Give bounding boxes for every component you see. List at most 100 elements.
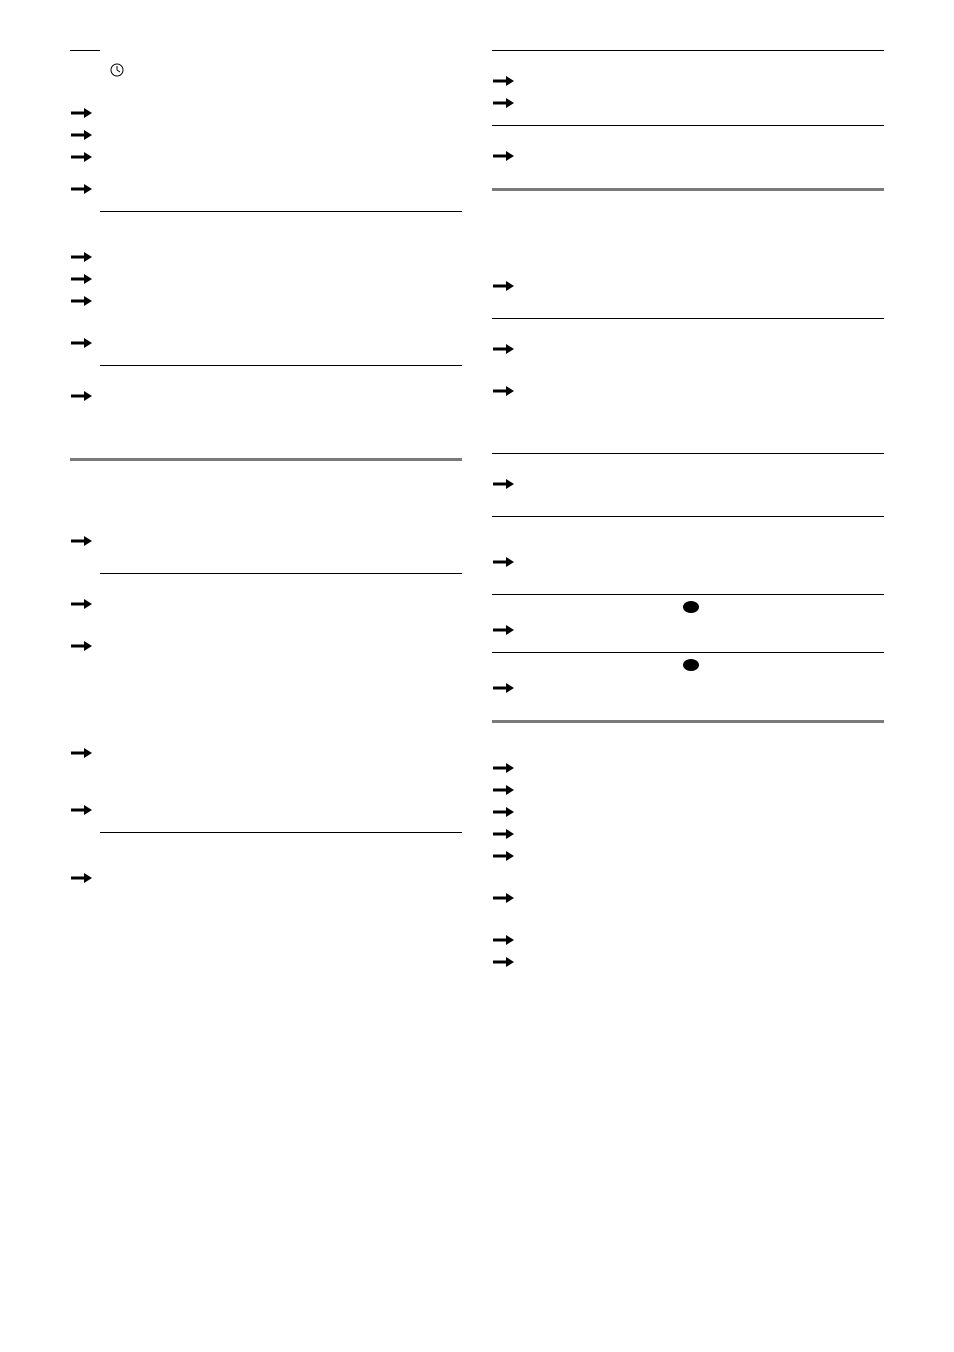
content-row: [70, 594, 462, 616]
arrow-right-icon: [492, 807, 514, 817]
content-row: [492, 758, 884, 780]
glyph-cell: [492, 848, 514, 866]
arrow-right-icon: [492, 344, 514, 354]
content-row: [70, 386, 462, 408]
arrow-right-icon: [70, 274, 92, 284]
arrow-right-icon: [492, 785, 514, 795]
vertical-gap: [70, 366, 462, 386]
glyph-cell: [70, 105, 92, 123]
content-row: [70, 179, 462, 201]
content-row: [70, 103, 462, 125]
content-row: [492, 888, 884, 910]
content-row: [492, 339, 884, 361]
arrow-right-icon: [492, 76, 514, 86]
content-row: [492, 824, 884, 846]
vertical-gap: [70, 765, 462, 800]
glyph-cell: [70, 335, 92, 353]
glyph-cell: [70, 870, 92, 888]
glyph-cell: [70, 638, 92, 656]
vertical-gap: [492, 115, 884, 125]
content-row: [492, 930, 884, 952]
arrow-right-icon: [492, 893, 514, 903]
arrow-right-icon: [70, 536, 92, 546]
arrow-right-icon: [70, 641, 92, 651]
vertical-gap: [492, 51, 884, 71]
vertical-gap: [492, 168, 884, 188]
content-row: [492, 276, 884, 298]
content-row: [492, 552, 884, 574]
arrow-right-icon: [70, 599, 92, 609]
content-row: [492, 474, 884, 496]
arrow-right-icon: [70, 152, 92, 162]
content-row: [492, 71, 884, 93]
glyph-cell: [70, 802, 92, 820]
arrow-right-icon: [70, 108, 92, 118]
glyph-cell: [492, 341, 514, 359]
glyph-cell: [492, 826, 514, 844]
arrow-right-icon: [70, 391, 92, 401]
glyph-cell: [70, 388, 92, 406]
vertical-gap: [492, 910, 884, 930]
vertical-gap: [492, 642, 884, 652]
arrow-right-icon: [70, 873, 92, 883]
arrow-right-icon: [492, 386, 514, 396]
glyph-cell: [492, 278, 514, 296]
vertical-gap: [70, 51, 462, 61]
vertical-gap: [492, 868, 884, 888]
glyph-cell: [492, 804, 514, 822]
content-row: [492, 846, 884, 868]
glyph-cell: [70, 596, 92, 614]
content-row: [492, 146, 884, 168]
content-row: [492, 93, 884, 115]
content-row: [492, 678, 884, 700]
glyph-cell: [492, 95, 514, 113]
arrow-right-icon: [70, 805, 92, 815]
glyph-cell: [70, 533, 92, 551]
arrow-right-icon: [70, 130, 92, 140]
vertical-gap: [70, 169, 462, 179]
vertical-gap: [70, 201, 462, 211]
vertical-gap: [492, 496, 884, 516]
content-row: [70, 531, 462, 553]
glyph-cell: [492, 680, 514, 698]
content-row: [70, 247, 462, 269]
glyph-cell: [70, 63, 124, 82]
content-row: [70, 291, 462, 313]
glyph-cell: [492, 782, 514, 800]
vertical-gap: [492, 700, 884, 720]
content-row: [70, 61, 462, 83]
vertical-gap: [70, 616, 462, 636]
left-column: [70, 50, 462, 974]
arrow-right-icon: [70, 184, 92, 194]
vertical-gap: [492, 241, 884, 276]
vertical-gap: [70, 511, 462, 531]
content-row: [492, 598, 884, 620]
vertical-gap: [70, 408, 462, 458]
vertical-gap: [492, 723, 884, 758]
glyph-cell: [492, 383, 514, 401]
arrow-right-icon: [492, 281, 514, 291]
glyph-cell: [492, 476, 514, 494]
vertical-gap: [70, 212, 462, 247]
vertical-gap: [492, 403, 884, 453]
glyph-cell: [70, 249, 92, 267]
vertical-gap: [492, 574, 884, 594]
vertical-gap: [70, 708, 462, 743]
content-row: [492, 802, 884, 824]
vertical-gap: [492, 517, 884, 552]
vertical-gap: [492, 319, 884, 339]
filled-ellipse-icon: [682, 658, 700, 672]
glyph-cell: [70, 745, 92, 763]
vertical-gap: [70, 83, 462, 103]
glyph-cell: [492, 890, 514, 908]
vertical-gap: [492, 126, 884, 146]
content-row: [70, 743, 462, 765]
vertical-gap: [492, 361, 884, 381]
glyph-cell: [70, 127, 92, 145]
vertical-gap: [70, 355, 462, 365]
glyph-cell: [70, 293, 92, 311]
vertical-gap: [492, 454, 884, 474]
arrow-right-icon: [492, 851, 514, 861]
arrow-right-icon: [492, 957, 514, 967]
content-row: [492, 656, 884, 678]
